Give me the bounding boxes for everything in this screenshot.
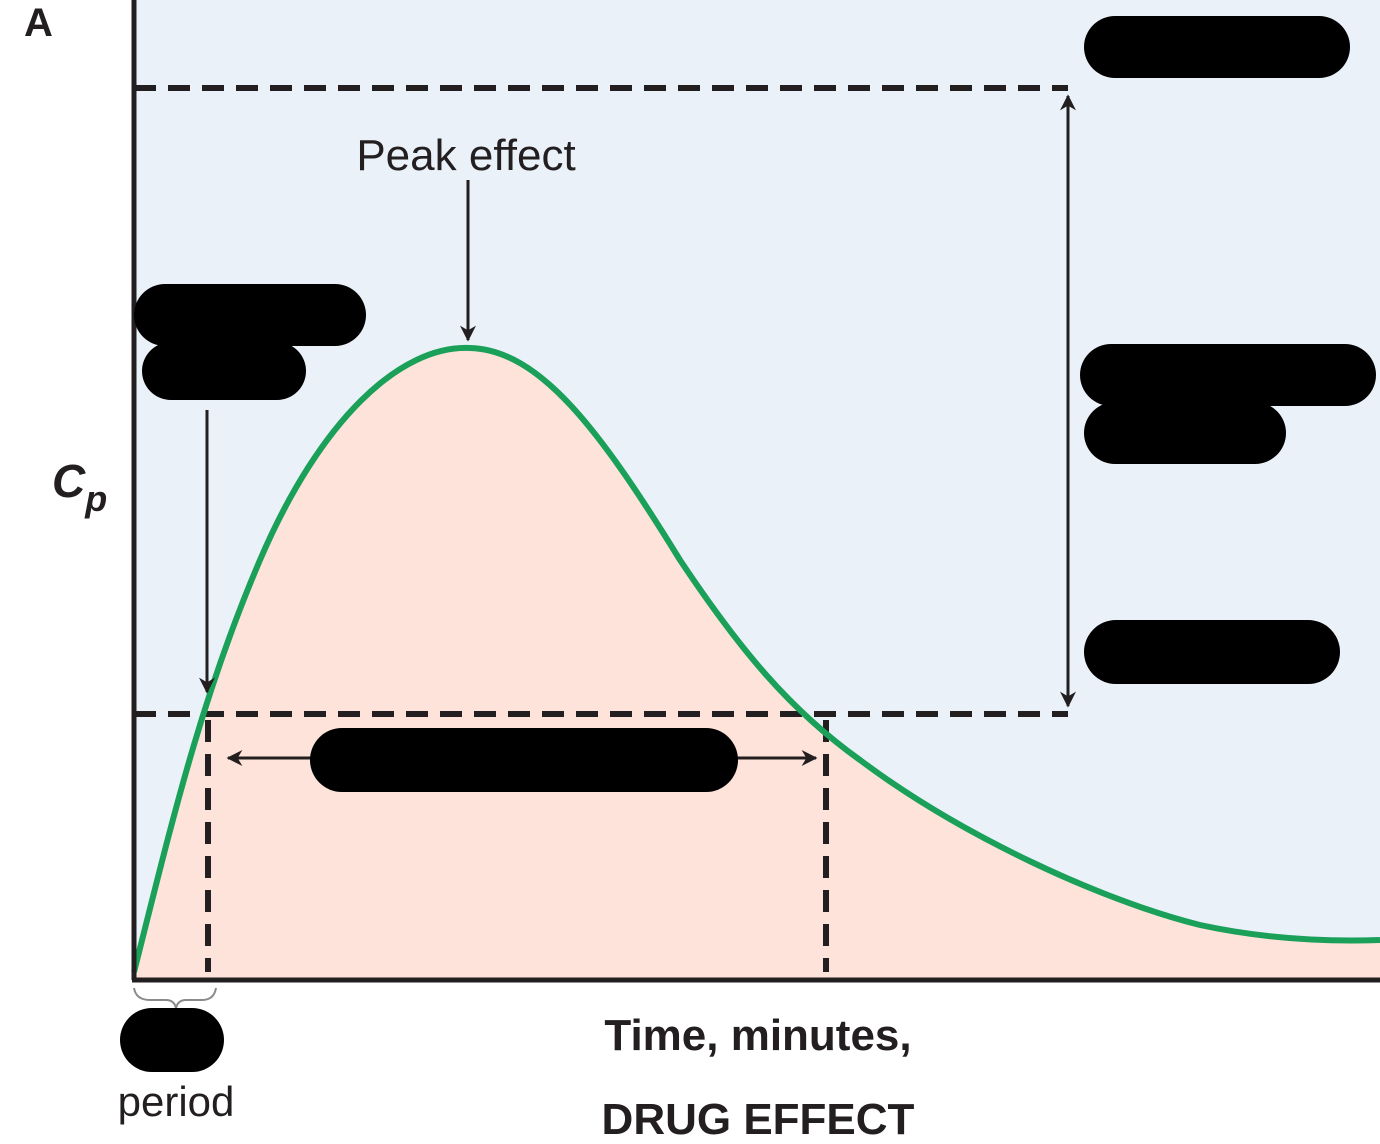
onset-period-brace (133, 987, 217, 1009)
redacted-label-onset-line1 (134, 284, 366, 346)
area-under-curve (134, 347, 1380, 980)
redacted-label-duration (310, 728, 738, 792)
y-axis-label-main: C (52, 455, 86, 507)
concentration-curve (131, 344, 1380, 973)
x-axis-label-line1: Time, minutes, (604, 1011, 911, 1060)
y-axis-label-subscript: p (84, 478, 107, 519)
x-axis-label-line2: DRUG EFFECT (602, 1095, 915, 1144)
redacted-label-range-line2 (1084, 402, 1286, 464)
panel-label: A (24, 1, 53, 45)
peak-effect-label: Peak effect (356, 131, 575, 180)
redacted-label-onset-period (120, 1008, 224, 1072)
redacted-label-top-right (1084, 16, 1350, 78)
redacted-label-range-line1 (1080, 344, 1376, 406)
redacted-label-onset-line2 (142, 342, 306, 400)
redacted-label-threshold (1084, 620, 1340, 684)
onset-period-label: period (118, 1078, 235, 1125)
y-axis-label: Cp (52, 455, 107, 519)
